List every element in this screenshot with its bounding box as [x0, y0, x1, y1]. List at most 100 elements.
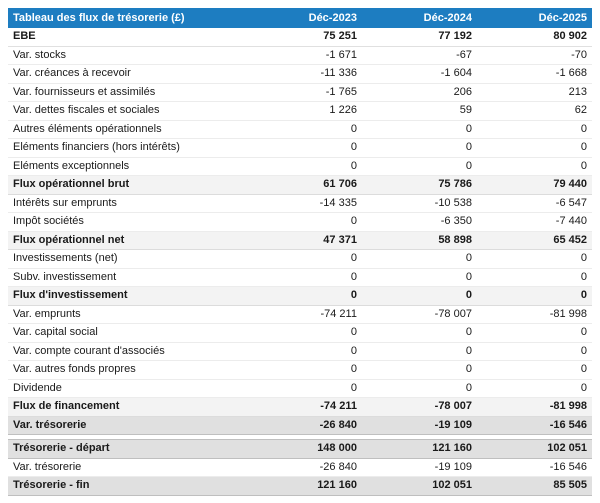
- row-value: -81 998: [476, 305, 592, 324]
- row-value: -78 007: [361, 397, 477, 417]
- row-label: Trésorerie - départ: [8, 439, 247, 459]
- row-label: Var. autres fonds propres: [8, 360, 247, 380]
- table-row: Investissements (net) 0 0 0: [8, 249, 592, 269]
- table-title: Tableau des flux de trésorerie (£): [8, 8, 247, 28]
- row-value: 1 226: [246, 101, 362, 121]
- row-value: 0: [476, 342, 592, 361]
- row-label: Flux opérationnel net: [8, 230, 247, 250]
- row-value: -1 671: [246, 46, 362, 65]
- table-row: Var. créances à recevoir -11 336 -1 604 -1 …: [8, 64, 592, 84]
- row-value: 65 452: [476, 230, 592, 250]
- column-header-dec-2024: Déc-2024: [361, 8, 477, 28]
- row-value: -26 840: [246, 458, 362, 477]
- row-value: 0: [476, 268, 592, 287]
- row-value: 0: [246, 268, 362, 287]
- row-value: 148 000: [246, 439, 362, 459]
- table-row: Var. fournisseurs et assimilés -1 765 206 2…: [8, 83, 592, 102]
- row-value: -10 538: [361, 194, 477, 213]
- row-value: 0: [361, 249, 477, 269]
- row-value: 75 251: [246, 28, 362, 47]
- row-value: 0: [361, 379, 477, 398]
- row-value: -26 840: [246, 415, 362, 435]
- row-value: -1 668: [476, 64, 592, 84]
- row-value: 121 160: [361, 439, 477, 459]
- row-label: Trésorerie - fin: [8, 476, 247, 496]
- row-label: Var. capital social: [8, 323, 247, 343]
- table-row: Flux opérationnel brut 61 706 75 786 79 440: [8, 175, 592, 195]
- row-label: Var. fournisseurs et assimilés: [8, 83, 247, 102]
- table-row: Var. stocks -1 671 -67 -70: [8, 46, 592, 65]
- table-row: Trésorerie - départ 148 000 121 160 102 051: [8, 439, 592, 459]
- table-row: Dividende 0 0 0: [8, 379, 592, 398]
- row-value: 0: [361, 138, 477, 158]
- row-value: 0: [476, 249, 592, 269]
- table-body: EBE 75 251 77 192 80 902 Var. stocks -1 671 -6…: [8, 28, 592, 496]
- row-value: -6 547: [476, 194, 592, 213]
- row-label: Intérêts sur emprunts: [8, 194, 247, 213]
- row-value: 206: [361, 83, 477, 102]
- row-value: 0: [361, 286, 477, 306]
- row-value: -67: [361, 46, 477, 65]
- row-value: 0: [246, 249, 362, 269]
- row-value: 121 160: [246, 476, 362, 496]
- row-value: 0: [246, 120, 362, 139]
- row-value: 0: [246, 342, 362, 361]
- row-value: 59: [361, 101, 477, 121]
- row-value: 0: [361, 120, 477, 139]
- row-value: 102 051: [361, 476, 477, 496]
- row-label: Var. trésorerie: [8, 458, 247, 477]
- table-row: Flux de financement -74 211 -78 007 -81 998: [8, 397, 592, 417]
- row-label: Subv. investissement: [8, 268, 247, 287]
- row-value: -81 998: [476, 397, 592, 417]
- spacer-row: [8, 434, 592, 440]
- table-row: Var. dettes fiscales et sociales 1 226 59 6…: [8, 101, 592, 121]
- table-header: Tableau des flux de trésorerie (£) Déc-2…: [8, 8, 592, 28]
- row-label: EBE: [8, 28, 247, 47]
- row-label: Flux de financement: [8, 397, 247, 417]
- row-value: 0: [246, 157, 362, 176]
- row-value: 58 898: [361, 230, 477, 250]
- row-value: 0: [246, 286, 362, 306]
- table-row: EBE 75 251 77 192 80 902: [8, 28, 592, 47]
- table-row: Impôt sociétés 0 -6 350 -7 440: [8, 212, 592, 232]
- row-value: 47 371: [246, 230, 362, 250]
- row-value: 79 440: [476, 175, 592, 195]
- row-label: Var. dettes fiscales et sociales: [8, 101, 247, 121]
- column-header-dec-2023: Déc-2023: [246, 8, 362, 28]
- row-value: 0: [476, 157, 592, 176]
- row-value: -19 109: [361, 415, 477, 435]
- row-label: Var. créances à recevoir: [8, 64, 247, 84]
- row-value: -74 211: [246, 305, 362, 324]
- row-value: 0: [361, 342, 477, 361]
- row-value: -11 336: [246, 64, 362, 84]
- row-value: 0: [476, 286, 592, 306]
- row-value: -1 604: [361, 64, 477, 84]
- row-value: -74 211: [246, 397, 362, 417]
- table-row: Flux opérationnel net 47 371 58 898 65 452: [8, 230, 592, 250]
- row-label: Impôt sociétés: [8, 212, 247, 232]
- row-label: Autres éléments opérationnels: [8, 120, 247, 139]
- row-label: Eléments financiers (hors intérêts): [8, 138, 247, 158]
- row-value: -16 546: [476, 458, 592, 477]
- table-row: Var. emprunts -74 211 -78 007 -81 998: [8, 305, 592, 324]
- row-value: 0: [246, 360, 362, 380]
- row-value: 213: [476, 83, 592, 102]
- row-label: Flux d'investissement: [8, 286, 247, 306]
- row-value: -14 335: [246, 194, 362, 213]
- row-value: 85 505: [476, 476, 592, 496]
- column-header-dec-2025: Déc-2025: [476, 8, 592, 28]
- table-row: Var. compte courant d'associés 0 0 0: [8, 342, 592, 361]
- row-value: 0: [476, 138, 592, 158]
- row-value: 75 786: [361, 175, 477, 195]
- row-label: Var. compte courant d'associés: [8, 342, 247, 361]
- table-row: Var. capital social 0 0 0: [8, 323, 592, 343]
- row-label: Var. emprunts: [8, 305, 247, 324]
- row-value: 0: [476, 379, 592, 398]
- table-row: Eléments financiers (hors intérêts) 0 0 0: [8, 138, 592, 158]
- row-value: -6 350: [361, 212, 477, 232]
- row-label: Investissements (net): [8, 249, 247, 269]
- cash-flow-table: Tableau des flux de trésorerie (£) Déc-2…: [8, 8, 592, 496]
- table-row: Var. trésorerie -26 840 -19 109 -16 546: [8, 415, 592, 435]
- spacer-cell: [8, 434, 592, 440]
